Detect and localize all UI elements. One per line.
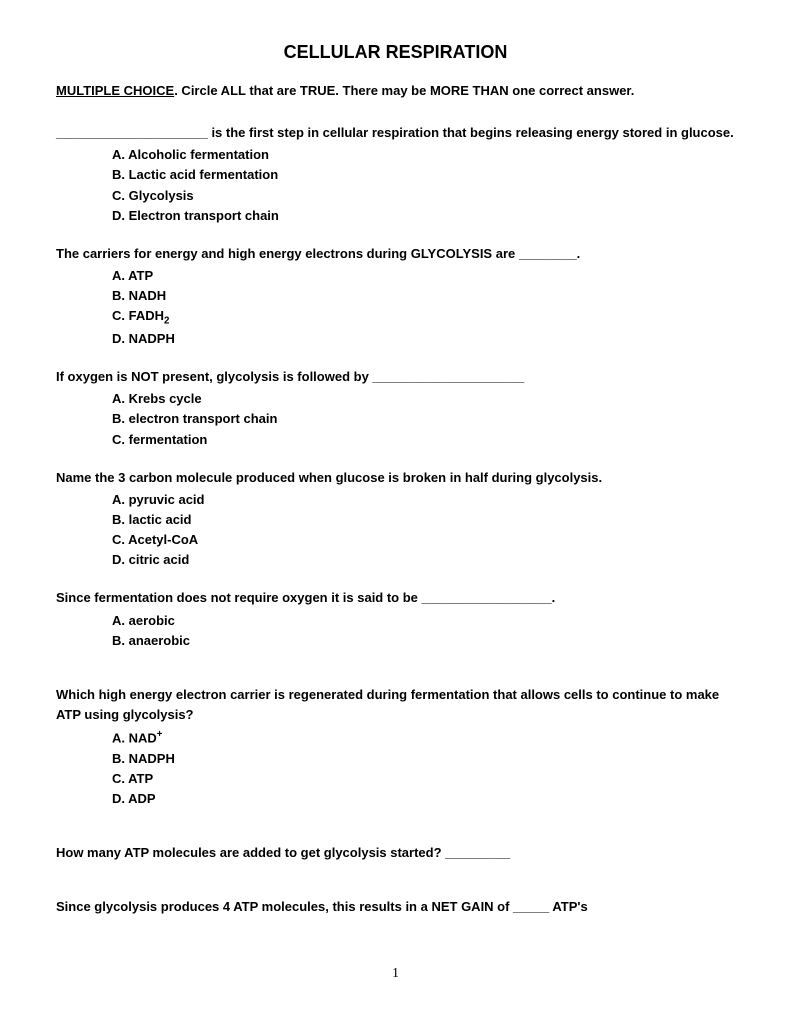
option: A. pyruvic acid [112,490,735,510]
option: C. FADH2 [112,306,735,329]
question-list: _____________________ is the first step … [56,123,735,917]
option: D. NADPH [112,329,735,349]
question: _____________________ is the first step … [56,123,735,226]
question-stem: The carriers for energy and high energy … [56,244,735,264]
option-list: A. NAD+B. NADPHC. ATPD. ADP [56,727,735,809]
option: D. Electron transport chain [112,206,735,226]
question: Since glycolysis produces 4 ATP molecule… [56,897,735,917]
superscript: + [157,729,163,740]
option: B. NADH [112,286,735,306]
option: B. NADPH [112,749,735,769]
option: C. ATP [112,769,735,789]
question-stem: Since glycolysis produces 4 ATP molecule… [56,897,735,917]
subscript: 2 [164,316,169,327]
option: B. Lactic acid fermentation [112,165,735,185]
option: D. ADP [112,789,735,809]
question-stem: _____________________ is the first step … [56,123,735,143]
question-stem: How many ATP molecules are added to get … [56,843,735,863]
page-title: CELLULAR RESPIRATION [56,42,735,63]
option-list: A. aerobicB. anaerobic [56,611,735,651]
option: A. NAD+ [112,727,735,748]
option-list: A. Alcoholic fermentationB. Lactic acid … [56,145,735,226]
question-stem: Name the 3 carbon molecule produced when… [56,468,735,488]
question: Which high energy electron carrier is re… [56,685,735,809]
instructions-text: . Circle ALL that are TRUE. There may be… [174,83,634,98]
option-list: A. pyruvic acidB. lactic acidC. Acetyl-C… [56,490,735,571]
question-stem: Which high energy electron carrier is re… [56,685,735,725]
option: B. electron transport chain [112,409,735,429]
question: If oxygen is NOT present, glycolysis is … [56,367,735,450]
option: D. citric acid [112,550,735,570]
option: C. fermentation [112,430,735,450]
option: B. lactic acid [112,510,735,530]
worksheet-page: CELLULAR RESPIRATION MULTIPLE CHOICE. Ci… [0,0,791,1024]
question: The carriers for energy and high energy … [56,244,735,349]
question-stem: If oxygen is NOT present, glycolysis is … [56,367,735,387]
option: A. aerobic [112,611,735,631]
option-list: A. Krebs cycleB. electron transport chai… [56,389,735,449]
option: C. Acetyl-CoA [112,530,735,550]
instructions: MULTIPLE CHOICE. Circle ALL that are TRU… [56,81,735,101]
option: A. Krebs cycle [112,389,735,409]
option: A. Alcoholic fermentation [112,145,735,165]
option: C. Glycolysis [112,186,735,206]
question-stem: Since fermentation does not require oxyg… [56,588,735,608]
option: A. ATP [112,266,735,286]
question: How many ATP molecules are added to get … [56,843,735,863]
instructions-label: MULTIPLE CHOICE [56,83,174,98]
page-number: 1 [0,966,791,982]
question: Since fermentation does not require oxyg… [56,588,735,650]
question: Name the 3 carbon molecule produced when… [56,468,735,571]
option-list: A. ATPB. NADHC. FADH2D. NADPH [56,266,735,349]
option: B. anaerobic [112,631,735,651]
